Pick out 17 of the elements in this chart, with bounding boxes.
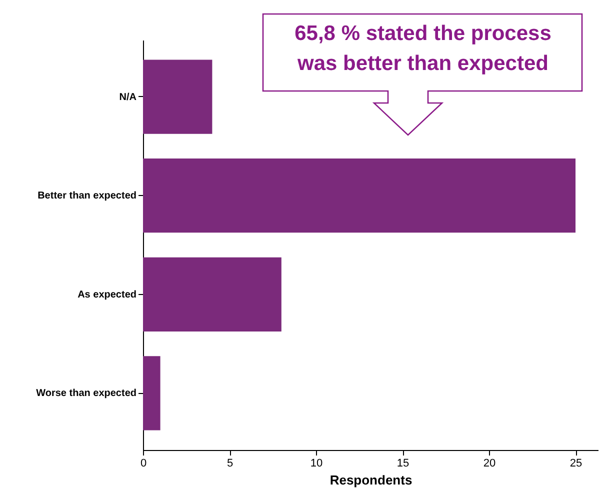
bar [143, 257, 282, 332]
callout-box: 65,8 % stated the process was better than expected [262, 13, 584, 137]
y-tick-label: Worse than expected [36, 388, 136, 400]
x-tick-label: 0 [140, 458, 147, 470]
bar [143, 356, 160, 430]
bar [143, 158, 576, 233]
x-tick-label: 20 [483, 458, 496, 470]
bar [143, 60, 212, 134]
x-tick-label: 15 [396, 458, 410, 470]
x-tick-label: 10 [310, 458, 323, 470]
x-tick-label: 5 [226, 458, 234, 470]
y-tick-label: Better than expected [38, 190, 136, 202]
x-axis-title: Respondents [330, 472, 412, 488]
y-tick-label: As expected [78, 289, 136, 300]
annotation: 65,8 % stated the process was better than expected [294, 21, 552, 77]
y-tick-label: N/A [119, 92, 136, 103]
x-tick-label: 25 [570, 458, 582, 470]
